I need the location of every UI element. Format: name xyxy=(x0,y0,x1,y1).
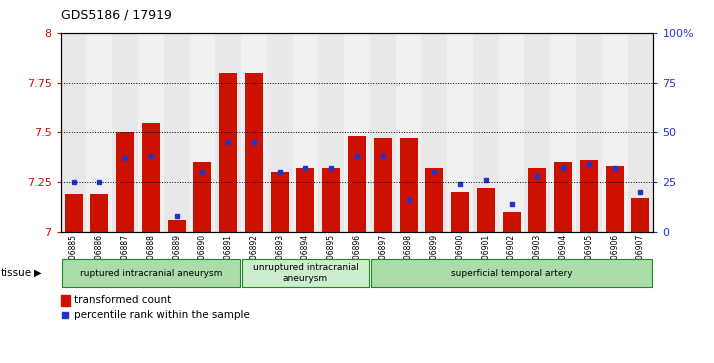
Bar xyxy=(90,194,109,232)
Text: GDS5186 / 17919: GDS5186 / 17919 xyxy=(61,9,171,22)
Bar xyxy=(580,160,598,232)
Bar xyxy=(528,168,546,232)
Bar xyxy=(86,33,112,232)
Bar xyxy=(473,33,498,232)
Text: transformed count: transformed count xyxy=(74,295,171,305)
Bar xyxy=(219,73,237,232)
Bar xyxy=(602,33,628,232)
FancyBboxPatch shape xyxy=(242,259,368,287)
Bar xyxy=(554,163,572,232)
Bar xyxy=(525,33,550,232)
Text: ▶: ▶ xyxy=(34,268,42,278)
Bar xyxy=(216,33,241,232)
Bar xyxy=(498,33,525,232)
Bar xyxy=(293,33,318,232)
Bar xyxy=(138,33,164,232)
Text: superficial temporal artery: superficial temporal artery xyxy=(451,269,573,278)
Bar xyxy=(373,138,392,232)
Bar xyxy=(451,192,469,232)
Bar xyxy=(477,188,495,232)
Bar xyxy=(112,33,138,232)
Text: percentile rank within the sample: percentile rank within the sample xyxy=(74,310,250,320)
FancyBboxPatch shape xyxy=(62,259,240,287)
Bar xyxy=(344,33,370,232)
Bar xyxy=(61,295,69,306)
Bar xyxy=(550,33,576,232)
Bar xyxy=(168,220,186,232)
Bar xyxy=(61,33,86,232)
Text: tissue: tissue xyxy=(1,268,32,278)
Bar xyxy=(631,198,650,232)
Bar xyxy=(605,166,623,232)
Bar xyxy=(396,33,421,232)
Bar xyxy=(296,168,314,232)
Bar xyxy=(142,122,160,232)
Bar xyxy=(370,33,396,232)
Text: unruptured intracranial
aneurysm: unruptured intracranial aneurysm xyxy=(253,263,358,283)
Bar xyxy=(322,168,341,232)
Bar xyxy=(426,168,443,232)
FancyBboxPatch shape xyxy=(371,259,652,287)
Text: ruptured intracranial aneurysm: ruptured intracranial aneurysm xyxy=(80,269,222,278)
Bar xyxy=(64,194,83,232)
Bar xyxy=(267,33,293,232)
Bar xyxy=(421,33,447,232)
Bar xyxy=(447,33,473,232)
Bar xyxy=(576,33,602,232)
Bar xyxy=(245,73,263,232)
Bar xyxy=(241,33,267,232)
Bar xyxy=(193,163,211,232)
Bar xyxy=(400,138,418,232)
Bar xyxy=(164,33,189,232)
Bar xyxy=(503,212,521,232)
Bar xyxy=(628,33,653,232)
Bar xyxy=(271,172,288,232)
Bar xyxy=(116,132,134,232)
Bar xyxy=(318,33,344,232)
Bar xyxy=(189,33,216,232)
Bar xyxy=(348,136,366,232)
